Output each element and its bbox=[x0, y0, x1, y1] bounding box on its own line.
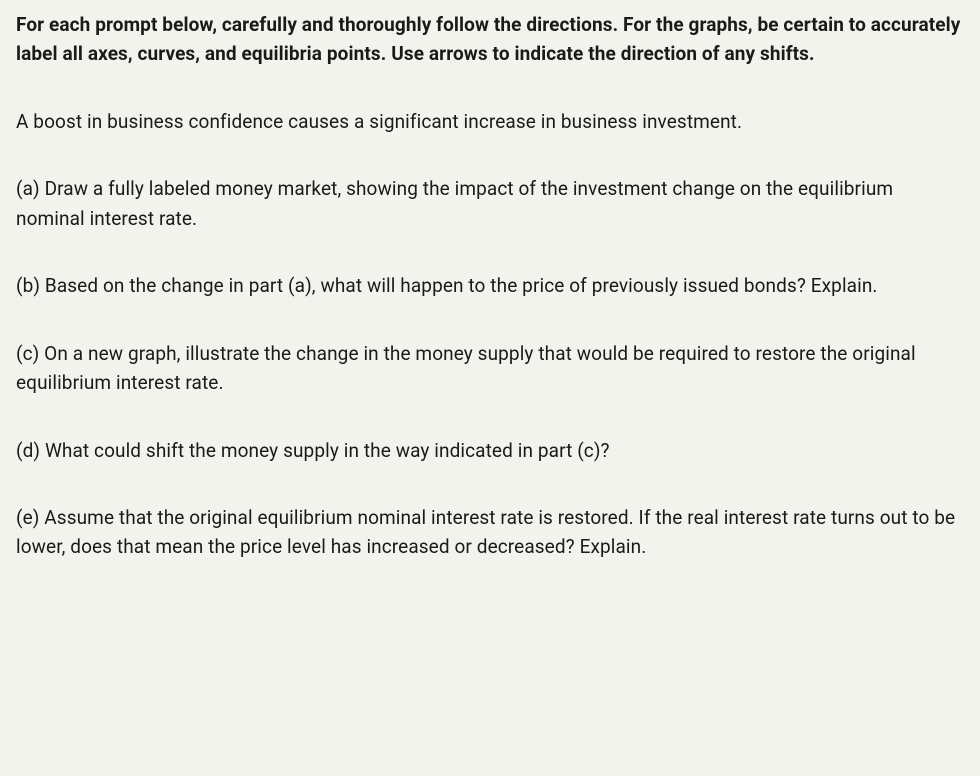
question-part-a: (a) Draw a fully labeled money market, s… bbox=[16, 174, 962, 233]
question-part-c: (c) On a new graph, illustrate the chang… bbox=[16, 339, 962, 398]
question-part-d: (d) What could shift the money supply in… bbox=[16, 436, 962, 465]
question-part-e: (e) Assume that the original equilibrium… bbox=[16, 503, 962, 562]
scenario-text: A boost in business confidence causes a … bbox=[16, 107, 962, 136]
question-part-b: (b) Based on the change in part (a), wha… bbox=[16, 271, 962, 300]
instructions-intro: For each prompt below, carefully and tho… bbox=[16, 10, 962, 69]
